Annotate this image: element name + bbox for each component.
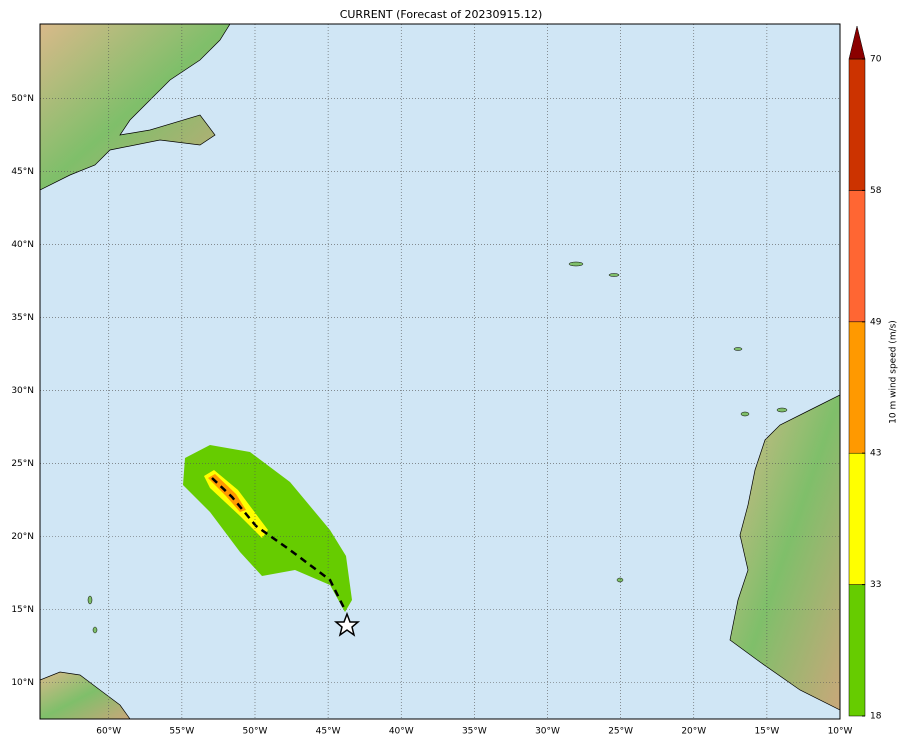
colorbar-tick-label: 18 bbox=[870, 712, 882, 722]
colorbar-tick-label: 58 bbox=[870, 186, 882, 196]
colorbar-tick-label: 43 bbox=[870, 449, 881, 459]
x-tick-label: 20°W bbox=[681, 727, 706, 737]
colorbar-label: 10 m wind speed (m/s) bbox=[889, 320, 899, 424]
y-tick-label: 30°N bbox=[11, 386, 34, 396]
x-tick-label: 50°W bbox=[243, 727, 268, 737]
map-title: CURRENT (Forecast of 20230915.12) bbox=[340, 8, 543, 21]
x-tick-label: 55°W bbox=[169, 727, 194, 737]
x-tick-label: 45°W bbox=[316, 727, 341, 737]
x-tick-label: 25°W bbox=[608, 727, 633, 737]
colorbar-bin bbox=[848, 190, 866, 323]
colorbar-bin bbox=[848, 584, 866, 717]
x-tick-label: 35°W bbox=[462, 727, 487, 737]
colorbar-tick-label: 70 bbox=[870, 55, 882, 65]
x-tick-label: 60°W bbox=[96, 727, 121, 737]
y-tick-label: 15°N bbox=[11, 605, 34, 615]
storm-position bbox=[333, 611, 361, 637]
y-tick-label: 25°N bbox=[11, 459, 34, 469]
colorbar-tick-label: 49 bbox=[870, 317, 882, 327]
y-tick-label: 40°N bbox=[11, 240, 34, 250]
storm-track bbox=[211, 477, 347, 611]
land-africa bbox=[729, 394, 840, 711]
colorbar-bin bbox=[848, 58, 866, 191]
y-tick-label: 10°N bbox=[11, 678, 34, 688]
land-north-america bbox=[40, 24, 231, 191]
colorbar-tick-label: 33 bbox=[870, 580, 881, 590]
colorbar-bin bbox=[848, 321, 866, 454]
map-frame bbox=[39, 23, 841, 720]
y-tick-label: 50°N bbox=[11, 94, 34, 104]
colorbar-bin bbox=[848, 452, 866, 585]
x-tick-label: 40°W bbox=[389, 727, 414, 737]
x-tick-label: 10°W bbox=[828, 727, 853, 737]
colorbar-extend bbox=[848, 25, 866, 60]
y-tick-label: 20°N bbox=[11, 532, 34, 542]
y-tick-label: 45°N bbox=[11, 167, 34, 177]
x-tick-label: 15°W bbox=[754, 727, 779, 737]
islands bbox=[87, 261, 788, 634]
x-tick-label: 30°W bbox=[535, 727, 560, 737]
wind-swath-high bbox=[208, 474, 246, 512]
land-south-america bbox=[40, 671, 131, 719]
map-area bbox=[40, 24, 840, 719]
y-tick-label: 35°N bbox=[11, 313, 34, 323]
